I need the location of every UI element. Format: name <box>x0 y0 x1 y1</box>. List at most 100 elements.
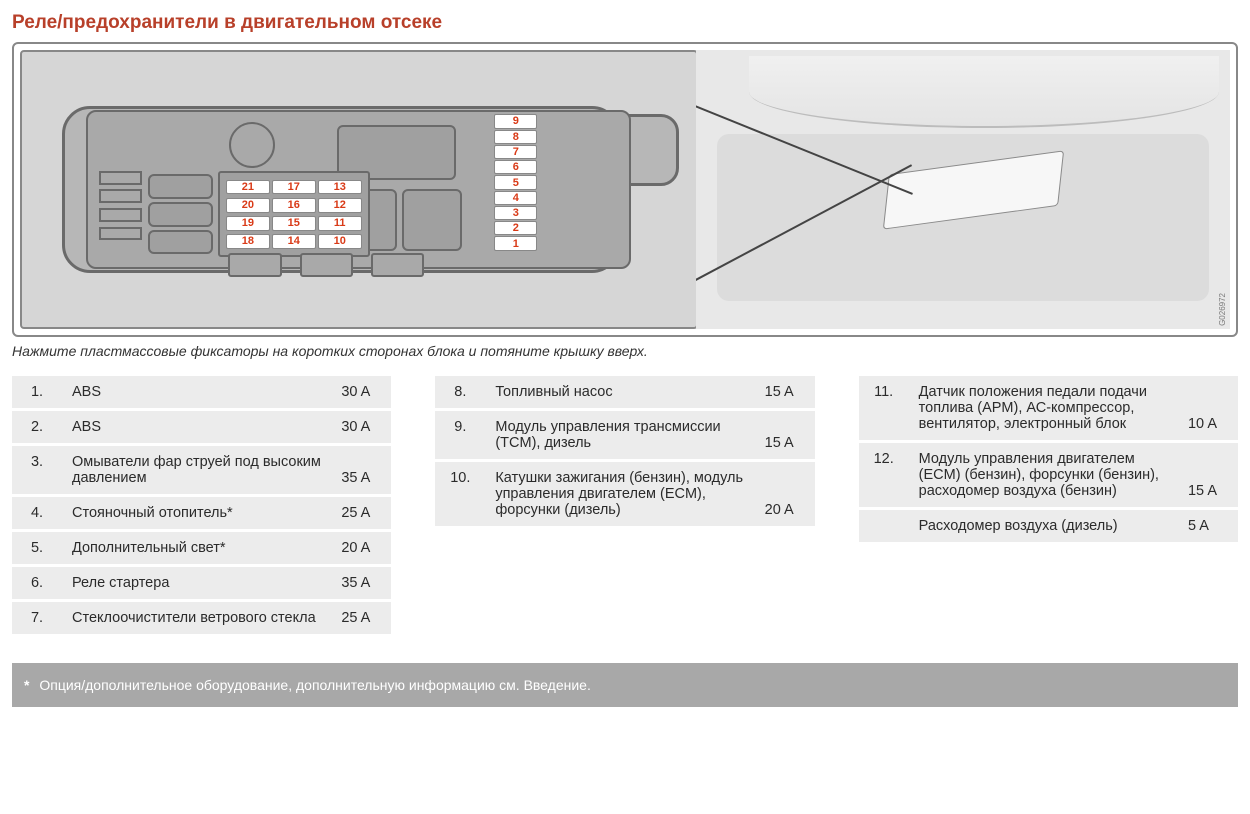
fuse-table-columns: 1.ABS30 A 2.ABS30 A 3.Омыватели фар стру… <box>12 373 1238 637</box>
fuse-cell: 15 <box>272 216 316 231</box>
fuse-desc: ABS <box>62 376 331 408</box>
fuse-cell: 18 <box>226 234 270 249</box>
fuse-amp: 15 A <box>1178 443 1238 507</box>
fuse-desc: Датчик положения педали подачи топлива (… <box>909 376 1178 440</box>
fusebox-diagram: 21 17 13 20 16 12 19 15 11 <box>20 50 698 329</box>
table-row: 10.Катушки зажигания (бензин), модуль уп… <box>435 462 814 526</box>
fuse-column-1: 1.ABS30 A 2.ABS30 A 3.Омыватели фар стру… <box>12 373 391 637</box>
fusebox: 21 17 13 20 16 12 19 15 11 <box>62 91 655 289</box>
fuse-amp: 30 A <box>331 376 391 408</box>
side-connector <box>99 208 142 222</box>
fuse-number: 8. <box>435 376 485 408</box>
fuse-table: 1.ABS30 A 2.ABS30 A 3.Омыватели фар стру… <box>12 373 391 637</box>
fuse-cell: 7 <box>494 145 537 159</box>
cluster-row: 18 14 10 <box>226 234 362 249</box>
engine-bay-diagram: G026972 <box>696 50 1230 329</box>
fuse-amp: 25 A <box>331 497 391 529</box>
table-row: 4.Стояночный отопитель*25 A <box>12 497 391 529</box>
fuse-desc: Расходомер воздуха (дизель) <box>909 510 1178 542</box>
section-title: Реле/предохранители в двигательном отсек… <box>12 12 1238 34</box>
fuse-desc: Топливный насос <box>485 376 754 408</box>
footnote-marker: * <box>24 677 29 693</box>
table-row: 2.ABS30 A <box>12 411 391 443</box>
fuse-number: 10. <box>435 462 485 526</box>
fuse-desc: Реле стартера <box>62 567 331 599</box>
fuse-number: 9. <box>435 411 485 459</box>
image-code: G026972 <box>1218 293 1227 326</box>
fuse-cell: 8 <box>494 130 537 144</box>
fuse-desc: Омыватели фар струей под высоким давлени… <box>62 446 331 494</box>
fuse-number: 6. <box>12 567 62 599</box>
fuse-amp: 15 A <box>755 411 815 459</box>
fuse-amp: 20 A <box>331 532 391 564</box>
table-row: Расходомер воздуха (дизель)5 A <box>859 510 1238 542</box>
table-row: 9.Модуль управления трансмиссии (TCM), д… <box>435 411 814 459</box>
table-row: 6.Реле стартера35 A <box>12 567 391 599</box>
fuse-cell: 13 <box>318 180 362 195</box>
bottom-connector <box>228 253 281 277</box>
fuse-cell: 9 <box>494 114 537 128</box>
table-row: 1.ABS30 A <box>12 376 391 408</box>
fuse-number: 3. <box>12 446 62 494</box>
fuse-amp: 15 A <box>755 376 815 408</box>
fuse-cell: 12 <box>318 198 362 213</box>
fuse-amp: 30 A <box>331 411 391 443</box>
fuse-cell: 10 <box>318 234 362 249</box>
fuse-desc: Стояночный отопитель* <box>62 497 331 529</box>
bottom-connector <box>371 253 424 277</box>
fuse-cell: 21 <box>226 180 270 195</box>
vertical-fuse-column: 1 2 3 4 5 6 7 8 9 <box>494 114 537 251</box>
cluster-row: 21 17 13 <box>226 180 362 195</box>
bottom-connector <box>300 253 353 277</box>
fuse-table: 8.Топливный насос15 A 9.Модуль управлени… <box>435 373 814 529</box>
footnote-bar: * Опция/дополнительное оборудование, доп… <box>12 663 1238 707</box>
fuse-cell: 4 <box>494 191 537 205</box>
fuse-number: 1. <box>12 376 62 408</box>
fuse-cell: 16 <box>272 198 316 213</box>
fuse-cell: 17 <box>272 180 316 195</box>
table-row: 12.Модуль управления двигателем (ECM) (б… <box>859 443 1238 507</box>
table-row: 11.Датчик положения педали подачи топлив… <box>859 376 1238 440</box>
side-connector <box>99 227 142 241</box>
side-connector <box>99 171 142 185</box>
fuse-desc: ABS <box>62 411 331 443</box>
fuse-column-2: 8.Топливный насос15 A 9.Модуль управлени… <box>435 373 814 529</box>
fuse-amp: 20 A <box>755 462 815 526</box>
fuse-number: 11. <box>859 376 909 440</box>
fuse-number: 2. <box>12 411 62 443</box>
fuse-cell: 3 <box>494 206 537 220</box>
fuse-cell: 14 <box>272 234 316 249</box>
fuse-cell: 20 <box>226 198 270 213</box>
footnote-text: Опция/дополнительное оборудование, допол… <box>39 677 591 693</box>
relay-block <box>148 174 213 199</box>
fuse-desc: Модуль управления двигателем (ECM) (бен­… <box>909 443 1178 507</box>
fuse-table: 11.Датчик положения педали подачи топлив… <box>859 373 1238 545</box>
fuse-desc: Стеклоочистители вет­рового стекла <box>62 602 331 634</box>
fuse-number <box>859 510 909 542</box>
table-row: 7.Стеклоочистители вет­рового стекла25 A <box>12 602 391 634</box>
fuse-number: 12. <box>859 443 909 507</box>
fuse-amp: 25 A <box>331 602 391 634</box>
fuse-amp: 10 A <box>1178 376 1238 440</box>
fuse-amp: 35 A <box>331 567 391 599</box>
engine-bay-hint <box>696 50 1230 329</box>
relay-round <box>229 122 275 168</box>
fuse-amp: 5 A <box>1178 510 1238 542</box>
relay-block <box>402 189 462 251</box>
table-row: 3.Омыватели фар струей под высоким давле… <box>12 446 391 494</box>
fuse-cluster: 21 17 13 20 16 12 19 15 11 <box>218 171 370 257</box>
fuse-column-3: 11.Датчик положения педали подачи топлив… <box>859 373 1238 545</box>
fuse-desc: Модуль управления трансмиссии (TCM), диз… <box>485 411 754 459</box>
fuse-amp: 35 A <box>331 446 391 494</box>
table-row: 5.Дополнительный свет*20 A <box>12 532 391 564</box>
hood-outline <box>749 56 1219 129</box>
fuse-number: 4. <box>12 497 62 529</box>
diagram-frame: 21 17 13 20 16 12 19 15 11 <box>12 42 1238 337</box>
fuse-number: 5. <box>12 532 62 564</box>
cluster-row: 20 16 12 <box>226 198 362 213</box>
fuse-cell: 1 <box>494 236 537 250</box>
diagram-caption: Нажмите пластмассовые фиксаторы на корот… <box>12 343 1238 359</box>
fuse-desc: Катушки зажигания (бензин), модуль управ… <box>485 462 754 526</box>
fuse-cell: 6 <box>494 160 537 174</box>
side-connector <box>99 189 142 203</box>
